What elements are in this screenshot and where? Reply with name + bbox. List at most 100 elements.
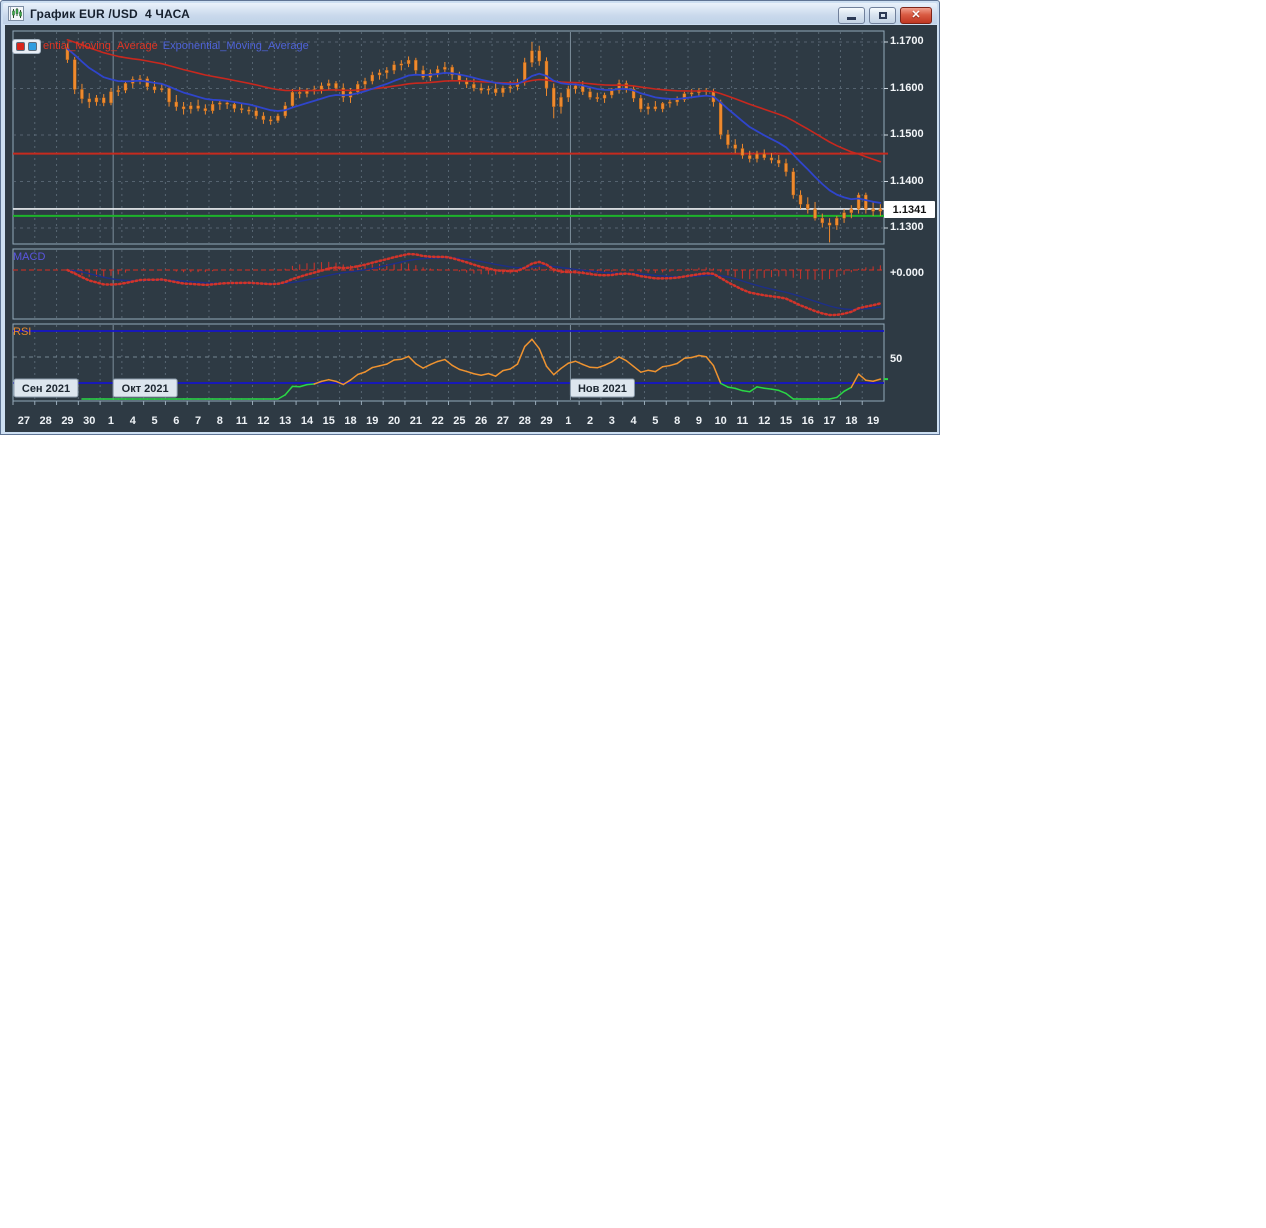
candle	[276, 115, 280, 121]
candle	[87, 98, 91, 103]
candle	[835, 218, 839, 226]
candle	[689, 92, 694, 95]
x-axis-label: 11	[236, 415, 248, 427]
x-axis-label: 27	[497, 415, 509, 427]
minimize-button[interactable]	[838, 7, 865, 24]
candle	[290, 92, 295, 106]
candle	[820, 218, 825, 224]
x-axis-label: 11	[737, 415, 749, 427]
price-axis-label: 1.1500	[890, 128, 924, 140]
candle	[102, 97, 106, 104]
chart-canvas[interactable]: 27 28 29 30 1 4 5 6 7 8 11 12 13 14 15 18 19 20 21 22 25 26 27…	[5, 25, 937, 432]
x-axis-label: 8	[674, 415, 680, 427]
rsi-line-segment	[473, 373, 482, 376]
candle	[718, 101, 723, 135]
candle	[406, 59, 411, 65]
candle	[72, 59, 77, 90]
rsi-line-segment	[494, 369, 504, 377]
restore-icon	[878, 12, 887, 19]
x-axis-label: 28	[40, 415, 52, 427]
rsi-line-segment	[560, 362, 570, 370]
rsi-line-segment	[451, 364, 461, 371]
rsi-line-segment	[719, 382, 729, 388]
rsi-line-segment	[828, 396, 838, 400]
x-axis-label: 20	[388, 415, 400, 427]
month-label: Нов 2021	[578, 383, 627, 395]
candle	[210, 104, 215, 112]
legend-blue-swatch-button[interactable]	[28, 41, 37, 51]
candle	[341, 87, 345, 98]
candle	[414, 59, 418, 71]
x-axis-label: 1	[108, 415, 114, 427]
rsi-line-segment	[284, 385, 294, 396]
rsi-line-segment	[378, 363, 388, 367]
x-axis-label: 3	[609, 415, 615, 427]
rsi-line-segment	[516, 345, 526, 365]
minimize-icon	[847, 17, 856, 20]
x-axis-label: 8	[217, 415, 223, 427]
candle	[94, 97, 99, 103]
candle	[218, 102, 222, 105]
candle	[65, 47, 70, 60]
price-axis-label: 1.1600	[890, 82, 924, 94]
candle	[508, 86, 512, 89]
x-axis-label: 5	[151, 415, 157, 427]
ema-blue-legend-label: Exponential_Moving_Average	[162, 40, 309, 52]
candle	[552, 87, 556, 107]
rsi-line-segment	[770, 388, 780, 392]
candle	[399, 63, 404, 66]
rsi-line-segment	[298, 383, 308, 388]
candle	[479, 87, 483, 91]
rsi-line-segment	[741, 389, 751, 393]
rsi-line-segment	[277, 394, 286, 400]
rsi-line-segment	[407, 355, 417, 365]
legend-red-swatch-button[interactable]	[16, 41, 25, 51]
restore-button[interactable]	[869, 7, 896, 24]
candle	[319, 85, 324, 90]
x-axis-label: 15	[780, 415, 792, 427]
rsi-line-segment	[523, 338, 533, 348]
candle	[682, 93, 687, 100]
rsi-line-segment	[458, 368, 468, 373]
candle	[726, 134, 730, 145]
candle	[421, 70, 425, 78]
x-axis-label: 18	[845, 415, 857, 427]
rsi-line-segment	[676, 357, 686, 365]
rsi-line-segment	[857, 373, 867, 382]
rsi-line-segment	[785, 392, 795, 400]
candle	[813, 208, 817, 219]
candle	[370, 74, 374, 82]
candle	[203, 108, 208, 112]
rsi-line-segment	[327, 378, 337, 383]
rsi-line-segment	[654, 366, 664, 373]
candle	[392, 64, 396, 71]
candle	[254, 110, 258, 117]
close-button[interactable]: ✕	[900, 7, 932, 24]
candle	[646, 106, 650, 110]
x-axis-label: 16	[802, 415, 814, 427]
rsi-line-segment	[843, 386, 853, 393]
rsi-line-segment	[567, 360, 577, 364]
x-axis-label: 10	[715, 415, 727, 427]
candle	[174, 101, 179, 107]
month-label-box	[569, 378, 635, 398]
rsi-line-segment	[625, 359, 635, 368]
candle	[602, 94, 607, 99]
candle	[501, 87, 505, 93]
candle	[109, 91, 113, 104]
rsi-line-segment	[531, 338, 540, 350]
month-label: Окт 2021	[122, 383, 169, 395]
rsi-line-segment	[596, 364, 606, 369]
rsi-line-segment	[574, 360, 584, 366]
rsi-line-segment	[756, 386, 765, 390]
titlebar[interactable]: График EUR /USD 4 ЧАСА ✕	[3, 3, 937, 24]
x-axis-label: 12	[257, 415, 269, 427]
candle	[116, 90, 120, 92]
rsi-line-segment	[734, 387, 744, 392]
x-axis-label: 9	[696, 415, 702, 427]
rsi-line-segment	[618, 356, 628, 362]
rsi-axis-label: 50	[890, 353, 903, 365]
candle	[181, 106, 186, 110]
x-axis-label: 25	[453, 415, 465, 427]
